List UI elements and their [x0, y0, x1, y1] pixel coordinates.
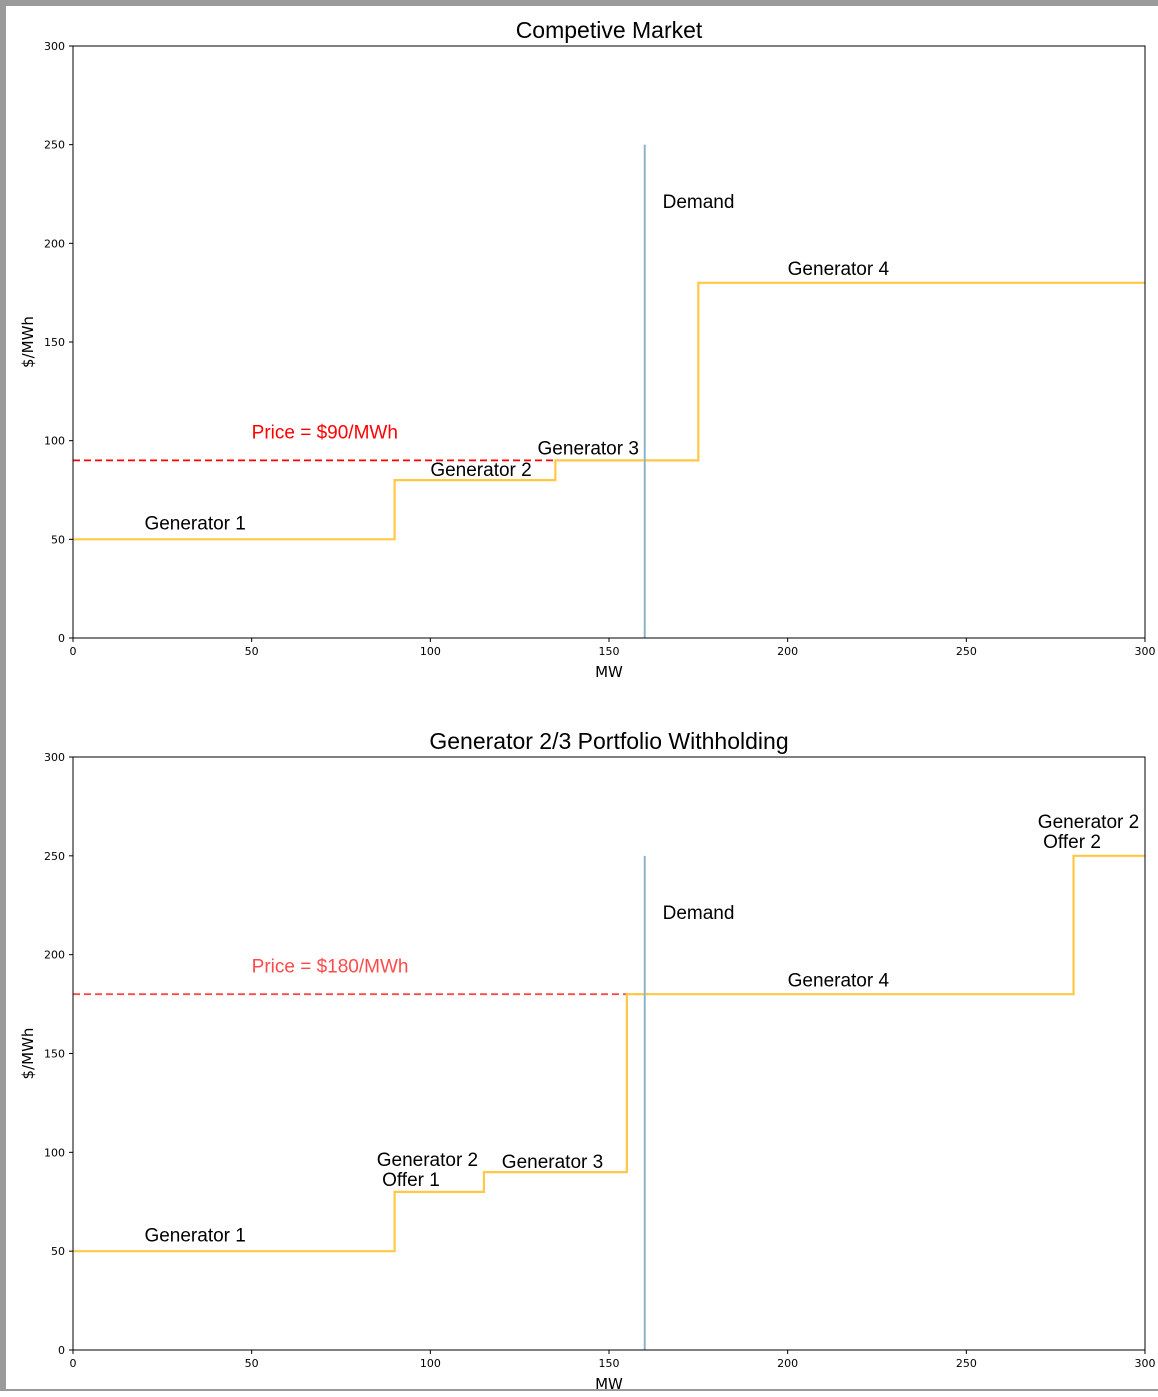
- chart2-y-axis-label: $/MWh: [19, 1028, 37, 1080]
- chart2-x-tick-label: 150: [599, 1357, 620, 1370]
- chart2-axes-frame: [72, 756, 1146, 1351]
- chart1-x-tick-label: 250: [956, 645, 977, 658]
- chart1-annotation: Demand: [663, 192, 735, 213]
- chart2-y-tick-label: 300: [44, 751, 65, 764]
- chart2-annotation: Generator 3: [502, 1152, 603, 1173]
- chart2-x-tick-label: 50: [245, 1357, 259, 1370]
- chart2-annotation: Generator 4: [788, 970, 890, 991]
- chart1-x-tick-label: 200: [777, 645, 798, 658]
- chart2-x-tick-label: 300: [1135, 1357, 1156, 1370]
- chart1-y-tick-label: 200: [44, 237, 65, 250]
- chart1-supply-curve: [73, 281, 1145, 541]
- chart1-x-tick-label: 300: [1135, 645, 1156, 658]
- chart1-annotation: Generator 3: [538, 438, 639, 459]
- chart1-y-tick-label: 50: [51, 533, 65, 546]
- chart1-annotation: Generator 2: [430, 460, 531, 481]
- chart2-x-tick-label: 250: [956, 1357, 977, 1370]
- chart2-x-axis-label: MW: [595, 1375, 623, 1393]
- chart2-y-tick-label: 0: [58, 1344, 65, 1357]
- chart2-y-tick-label: 100: [44, 1146, 65, 1159]
- chart2-title: Generator 2/3 Portfolio Withholding: [429, 728, 788, 754]
- chart2-annotation: Demand: [663, 903, 735, 924]
- chart1-annotation: Generator 1: [144, 513, 245, 534]
- chart1-x-tick-label: 150: [599, 645, 620, 658]
- chart1-x-tick-label: 0: [70, 645, 77, 658]
- chart1-title: Competive Market: [516, 17, 703, 43]
- chart1-y-tick-label: 150: [44, 336, 65, 349]
- chart1-x-axis-label: MW: [595, 663, 623, 681]
- chart2-y-tick-label: 250: [44, 850, 65, 863]
- chart1-y-tick-label: 100: [44, 435, 65, 448]
- chart1-y-tick-label: 0: [58, 632, 65, 645]
- chart1-x-tick-label: 50: [245, 645, 259, 658]
- chart2-y-tick-label: 50: [51, 1245, 65, 1258]
- chart2-group: 0 50 100 150 200 250 300 0 50 100 150 200 250 300 MW $/…: [19, 728, 1156, 1393]
- chart2-y-tick-label: 200: [44, 949, 65, 962]
- chart2-annotation: Generator 2: [377, 1150, 478, 1171]
- chart2-x-tick-label: 200: [777, 1357, 798, 1370]
- chart1-y-axis-label: $/MWh: [19, 316, 37, 368]
- figure-canvas: 0 50 100 150 200 250 300 0 50 100 150 200 250 300 MW $/…: [19, 17, 1156, 1393]
- chart1-group: 0 50 100 150 200 250 300 0 50 100 150 200 250 300 MW $/…: [19, 17, 1156, 681]
- chart2-price-annotation: Price = $180/MWh: [252, 956, 409, 977]
- chart2-supply-curve: [73, 854, 1145, 1253]
- chart2-annotation: Offer 2: [1043, 832, 1101, 853]
- chart1-x-tick-label: 100: [420, 645, 441, 658]
- chart2-x-tick-label: 100: [420, 1357, 441, 1370]
- chart1-axes-frame: [72, 45, 1146, 639]
- chart1-annotation: Generator 4: [788, 259, 890, 280]
- chart2-y-tick-label: 150: [44, 1048, 65, 1061]
- chart1-price-annotation: Price = $90/MWh: [252, 423, 398, 444]
- chart2-annotation: Generator 2: [1038, 812, 1139, 833]
- chart2-annotation: Offer 1: [382, 1170, 440, 1191]
- chart1-y-tick-label: 300: [44, 40, 65, 53]
- chart2-annotation: Generator 1: [144, 1225, 245, 1246]
- chart1-y-tick-label: 250: [44, 139, 65, 152]
- chart2-x-tick-label: 0: [70, 1357, 77, 1370]
